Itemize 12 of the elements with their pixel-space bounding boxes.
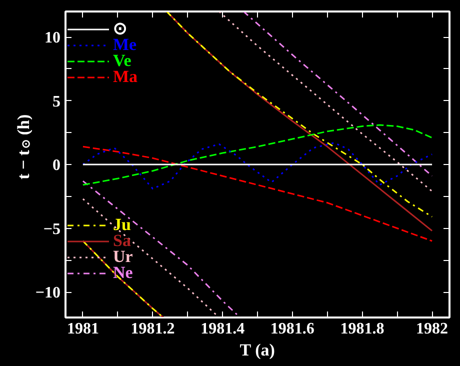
y-tick-label: −5 xyxy=(43,220,61,238)
x-tick-label: 1981.8 xyxy=(340,320,384,338)
y-tick-label: 5 xyxy=(52,93,60,110)
x-tick-label: 1981 xyxy=(66,320,99,338)
x-tick-label: 1981.6 xyxy=(270,320,314,338)
x-tick-label: 1982 xyxy=(416,320,448,338)
x-tick-label: 1981.2 xyxy=(130,320,175,338)
x-axis-title: T (a) xyxy=(240,340,275,360)
y-tick-label: −10 xyxy=(35,284,61,302)
x-tick-label: 1981.4 xyxy=(200,320,245,338)
y-tick-label: 0 xyxy=(52,157,60,174)
y-tick-label: 10 xyxy=(44,30,60,46)
